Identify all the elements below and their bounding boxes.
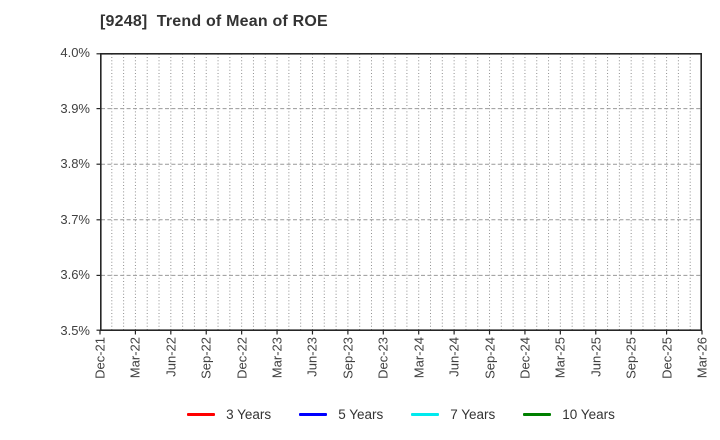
x-tick-label: Dec-24 xyxy=(517,337,533,379)
legend-line-10-years-icon xyxy=(523,412,552,416)
x-tick-label: Jun-23 xyxy=(304,337,320,377)
x-tick-label: Jun-22 xyxy=(163,337,179,377)
x-tick-label: Dec-23 xyxy=(375,337,391,379)
x-tick-label: Dec-25 xyxy=(659,337,675,379)
x-tick-label: Jun-24 xyxy=(446,337,462,377)
x-tick-label: Dec-21 xyxy=(92,337,108,379)
y-tick-label: 3.9% xyxy=(60,100,90,116)
legend-item-3-years: 3 Years xyxy=(187,407,271,422)
legend-line-5-years-icon xyxy=(299,412,328,416)
x-tick-label: Jun-25 xyxy=(588,337,604,377)
legend-label-3-years: 3 Years xyxy=(226,406,272,422)
y-tick-label: 4.0% xyxy=(60,45,90,60)
chart-title: [9248] Trend of Mean of ROE xyxy=(100,13,328,30)
x-tick-label: Sep-22 xyxy=(198,337,214,379)
x-tick-label: Mar-25 xyxy=(552,337,568,379)
x-tick-label: Sep-25 xyxy=(623,337,639,379)
x-tick-label: Mar-22 xyxy=(127,337,143,379)
plot-frame xyxy=(100,53,703,331)
x-tick-label: Sep-23 xyxy=(340,337,356,379)
x-tick-label: Dec-22 xyxy=(234,337,250,379)
y-tick-label: 3.8% xyxy=(60,156,90,172)
legend-line-7-years-icon xyxy=(411,412,440,416)
x-tick-label: Sep-24 xyxy=(482,337,498,379)
legend-item-7-years: 7 Years xyxy=(411,407,495,422)
legend-label-10-years: 10 Years xyxy=(562,406,615,422)
legend-item-5-years: 5 Years xyxy=(299,407,383,422)
plot-area xyxy=(96,53,703,335)
x-tick-label: Mar-24 xyxy=(411,337,427,379)
legend-label-7-years: 7 Years xyxy=(450,406,496,422)
y-tick-label: 3.7% xyxy=(60,211,90,227)
x-tick-label: Mar-23 xyxy=(269,337,285,379)
legend-line-3-years-icon xyxy=(187,412,216,416)
y-tick-label: 3.5% xyxy=(60,323,90,338)
x-tick-label: Mar-26 xyxy=(694,337,710,379)
legend-item-10-years: 10 Years xyxy=(523,407,615,422)
legend: 3 Years 5 Years 7 Years 10 Years xyxy=(100,402,702,426)
legend-label-5-years: 5 Years xyxy=(338,406,384,422)
y-tick-label: 3.6% xyxy=(60,267,90,283)
